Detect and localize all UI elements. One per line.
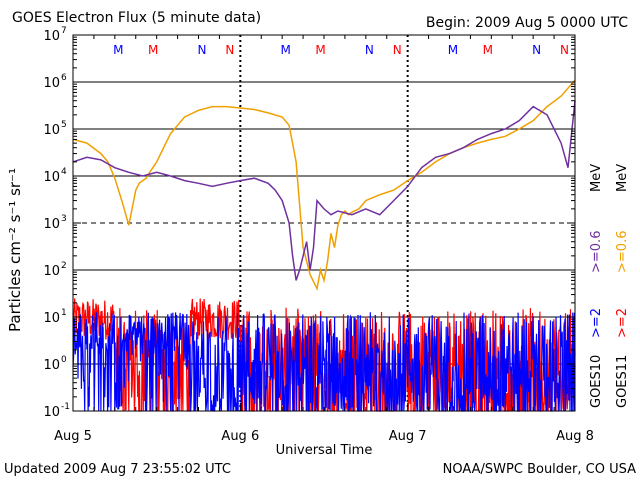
y-axis-label: Particles cm⁻² s⁻¹ sr⁻¹	[6, 168, 24, 332]
y-tick-exponent: 2	[61, 261, 67, 271]
y-tick-label: 10	[43, 29, 60, 44]
y-tick-label: 10	[43, 311, 60, 326]
y-tick-label: 10	[43, 405, 60, 420]
marker-label: M	[113, 43, 123, 57]
x-tick-label: Aug 5	[54, 429, 92, 444]
y-tick-label: 10	[43, 217, 60, 232]
data-source: NOAA/SWPC Boulder, CO USA	[443, 462, 636, 477]
marker-label: M	[483, 43, 493, 57]
chart-title: GOES Electron Flux (5 minute data)	[12, 10, 261, 26]
marker-label: M	[315, 43, 325, 57]
begin-date: Begin: 2009 Aug 5 0000 UTC	[426, 15, 628, 31]
marker-label: M	[448, 43, 458, 57]
marker-label: M	[280, 43, 290, 57]
series-goes10_high	[72, 312, 576, 413]
y-tick-label: 10	[43, 264, 60, 279]
y-tick-exponent: 4	[61, 167, 67, 177]
x-tick-label: Aug 8	[556, 429, 594, 444]
series-goes11_low	[72, 79, 576, 292]
legend-satellite-name: GOES10	[589, 355, 604, 408]
x-tick-label: Aug 7	[389, 429, 427, 444]
legend-high-energy: >=2	[615, 308, 630, 338]
series-goes10_low	[72, 100, 576, 281]
y-tick-label: 10	[43, 123, 60, 138]
y-tick-exponent: 5	[61, 120, 67, 130]
marker-label: N	[532, 43, 541, 57]
low-energy-series	[72, 79, 576, 292]
legend-low-energy: >=0.6	[615, 231, 630, 273]
y-tick-label: 10	[43, 358, 60, 373]
y-tick-exponent: 3	[61, 214, 67, 224]
marker-label: N	[197, 43, 206, 57]
y-tick-label: 10	[43, 76, 60, 91]
y-tick-exponent: 1	[61, 308, 67, 318]
marker-label: N	[225, 43, 234, 57]
marker-label: M	[148, 43, 158, 57]
legend-satellite-name: GOES11	[615, 355, 630, 408]
x-axis-label: Universal Time	[276, 443, 373, 458]
marker-label: N	[560, 43, 569, 57]
legend-high-energy: >=2	[589, 308, 604, 338]
x-tick-label: Aug 6	[221, 429, 259, 444]
marker-label: N	[393, 43, 402, 57]
y-tick-exponent: 7	[61, 26, 67, 36]
updated-timestamp: Updated 2009 Aug 7 23:55:02 UTC	[4, 462, 231, 477]
y-tick-exponent: -1	[61, 402, 70, 412]
marker-label: N	[365, 43, 374, 57]
legend-unit: MeV	[589, 164, 604, 192]
high-energy-series	[72, 298, 576, 413]
x-axis-ticks: Aug 5 Aug 6 Aug 7 Aug 8	[54, 35, 594, 444]
y-tick-exponent: 6	[61, 73, 67, 83]
y-tick-exponent: 0	[61, 355, 67, 365]
legend-unit: MeV	[615, 164, 630, 192]
legend: GOES10 >=2 >=0.6 GOES11 >=2 >=0.6 MeV MeV	[589, 164, 630, 408]
grid-lines	[73, 81, 575, 365]
legend-low-energy: >=0.6	[589, 231, 604, 273]
y-tick-label: 10	[43, 170, 60, 185]
